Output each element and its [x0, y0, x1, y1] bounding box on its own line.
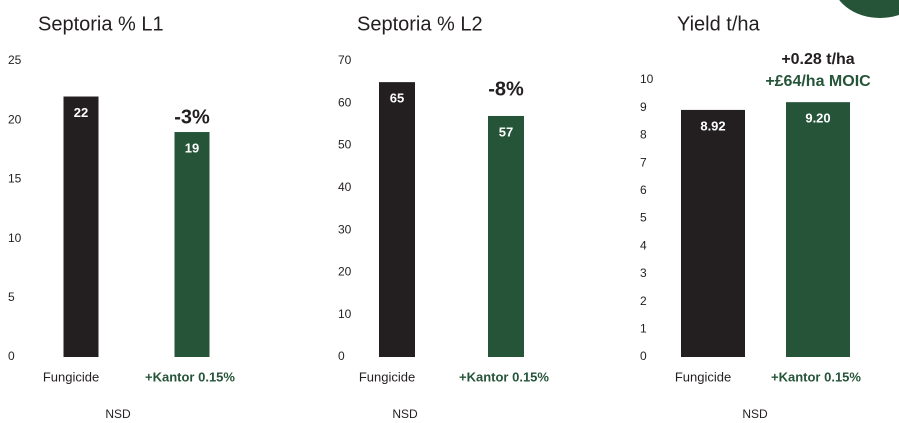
decor-circle: [839, 0, 899, 18]
bar: [174, 132, 210, 357]
footnote: NSD: [742, 407, 768, 421]
bar: [681, 109, 745, 357]
y-tick-label: 6: [640, 183, 647, 197]
y-tick-label: 60: [338, 95, 352, 109]
bar: [488, 115, 524, 357]
chart-title: Septoria % L2: [357, 13, 483, 35]
x-tick-label: Fungicide: [43, 369, 99, 384]
value-label: 9.20: [805, 111, 830, 126]
y-tick-label: 9: [640, 100, 647, 114]
annotation: +0.28 t/ha: [781, 51, 854, 68]
footnote: NSD: [105, 407, 131, 421]
y-tick-label: 5: [640, 211, 647, 225]
value-label: 22: [74, 105, 88, 120]
x-tick-label: Fungicide: [675, 369, 731, 384]
y-tick-label: 5: [8, 290, 15, 304]
y-tick-label: 4: [640, 238, 647, 252]
x-tick-label: +Kantor 0.15%: [771, 369, 861, 384]
y-tick-label: 15: [8, 172, 22, 186]
y-tick-label: 10: [8, 231, 22, 245]
y-tick-label: 3: [640, 266, 647, 280]
y-tick-label: 8: [640, 128, 647, 142]
y-tick-label: 10: [640, 72, 654, 86]
y-tick-label: 20: [8, 112, 22, 126]
bar: [379, 82, 415, 358]
y-tick-label: 30: [338, 222, 352, 236]
x-tick-label: Fungicide: [359, 369, 415, 384]
value-label: 57: [499, 124, 513, 139]
bar: [63, 96, 99, 358]
y-tick-label: 7: [640, 155, 647, 169]
y-tick-label: 50: [338, 138, 352, 152]
x-tick-label: +Kantor 0.15%: [459, 369, 549, 384]
y-tick-label: 0: [338, 349, 345, 363]
value-label: 65: [390, 91, 404, 106]
footnote: NSD: [392, 407, 418, 421]
chart-title: Septoria % L1: [38, 13, 164, 35]
value-label: 8.92: [700, 118, 725, 133]
y-tick-label: 40: [338, 180, 352, 194]
annotation: -8%: [488, 78, 524, 100]
y-tick-label: 0: [640, 349, 647, 363]
y-tick-label: 20: [338, 265, 352, 279]
value-label: 19: [185, 140, 199, 155]
y-tick-label: 2: [640, 294, 647, 308]
y-tick-label: 0: [8, 349, 15, 363]
annotation: -3%: [174, 106, 210, 128]
y-tick-label: 1: [640, 321, 647, 335]
y-tick-label: 10: [338, 307, 352, 321]
bar: [786, 102, 850, 357]
y-tick-label: 25: [8, 53, 22, 67]
chart-title: Yield t/ha: [677, 13, 761, 35]
x-tick-label: +Kantor 0.15%: [145, 369, 235, 384]
annotation: +£64/ha MOIC: [765, 73, 871, 90]
y-tick-label: 70: [338, 53, 352, 67]
